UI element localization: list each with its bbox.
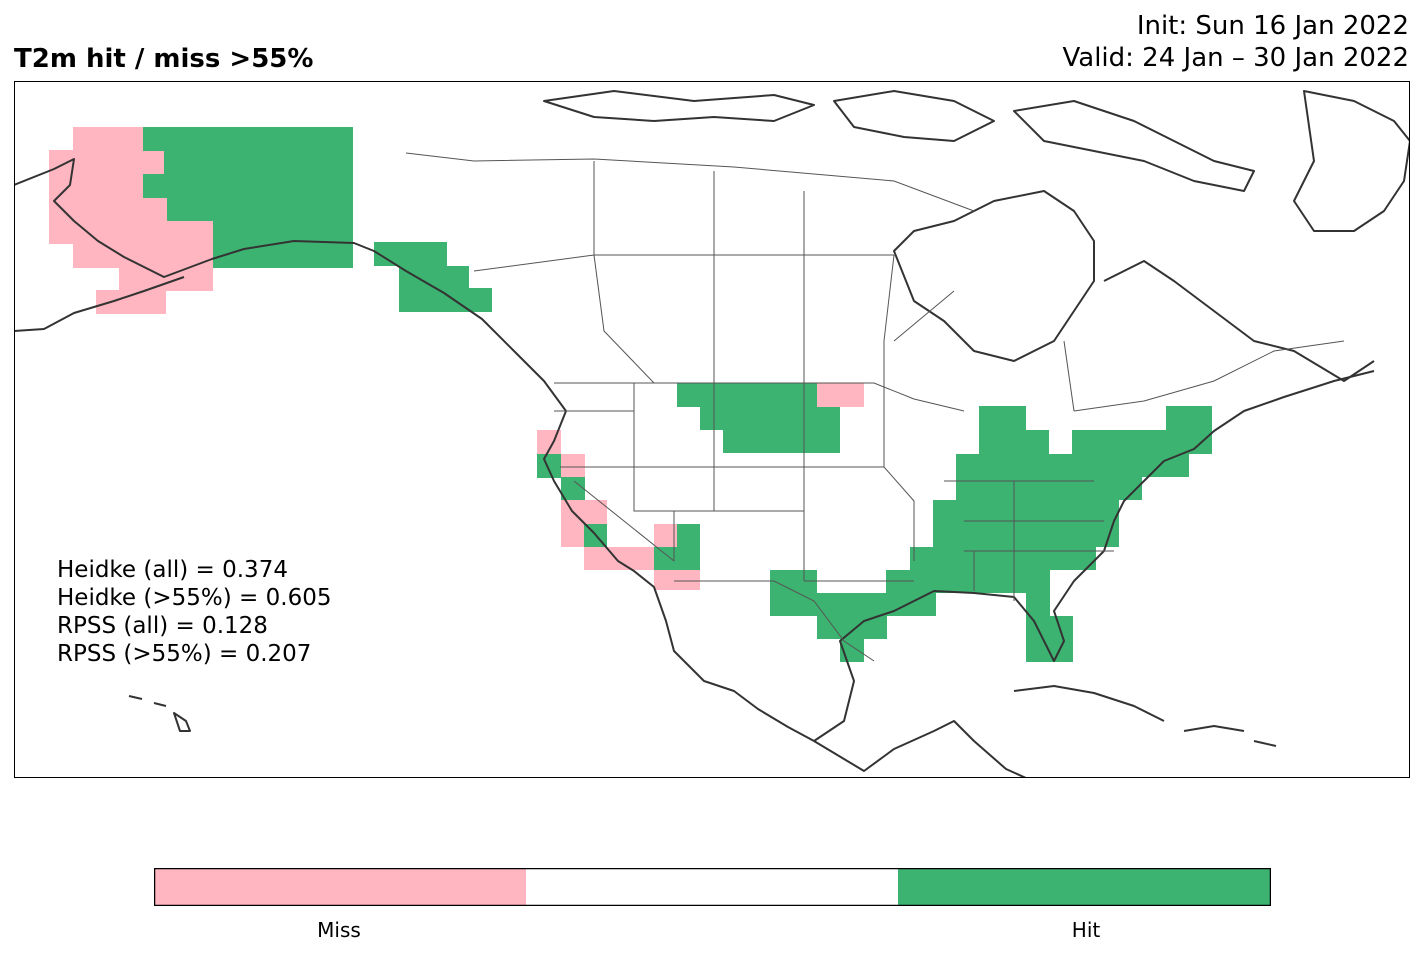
colorbar-hit	[898, 868, 1271, 906]
coastlines	[14, 90, 1410, 778]
hit-cell	[933, 570, 1050, 593]
chart-title: T2m hit / miss >55%	[14, 44, 314, 74]
hit-cell	[213, 244, 353, 268]
hit-cell	[933, 524, 1119, 547]
hit-cell	[677, 524, 700, 547]
hit-cell	[956, 454, 1189, 477]
hit-cell	[374, 242, 447, 266]
miss-cell	[49, 197, 167, 221]
hit-cell	[1026, 593, 1050, 616]
miss-cell	[73, 127, 143, 151]
hit-cell	[933, 500, 1119, 524]
hit-cell	[537, 454, 561, 478]
colorbar-hit-label: Hit	[1071, 918, 1101, 942]
miss-cell	[654, 524, 677, 547]
map-panel	[14, 90, 1410, 778]
hit-cell	[700, 407, 840, 430]
colorbar-neutral	[526, 868, 898, 906]
miss-cell	[584, 547, 654, 570]
borders	[405, 152, 1345, 662]
hit-cell	[1072, 430, 1212, 454]
miss-cell	[561, 524, 584, 547]
miss-cell	[96, 290, 166, 314]
hit-cell	[1026, 616, 1073, 662]
hit-cell	[167, 197, 353, 221]
miss-cell	[73, 244, 213, 268]
miss-cell	[654, 570, 700, 590]
hit-cell	[979, 406, 1026, 430]
colorbar-miss	[154, 868, 526, 906]
miss-cell	[49, 220, 213, 244]
verification-stats: Heidke (all) = 0.374 Heidke (>55%) = 0.6…	[57, 556, 331, 668]
heidke-all: Heidke (all) = 0.374	[57, 557, 288, 583]
hit-cell	[677, 383, 817, 407]
miss-cell	[49, 174, 144, 198]
colorbar-frame	[154, 868, 1271, 906]
hit-cell	[979, 430, 1049, 454]
hit-cell	[1166, 406, 1212, 430]
colorbar	[154, 868, 1271, 906]
hit-cell	[143, 174, 353, 198]
init-date: Init: Sun 16 Jan 2022	[1136, 11, 1409, 41]
hit-cell	[910, 547, 1096, 570]
hit-cell	[164, 150, 353, 174]
hit-cell	[817, 616, 887, 639]
hit-cell	[399, 266, 469, 290]
hit-cell	[770, 593, 936, 616]
miss-cell	[119, 267, 213, 291]
hit-cell	[956, 477, 1142, 500]
hit-cell	[654, 547, 700, 570]
rpss-all: RPSS (all) = 0.128	[57, 613, 268, 639]
date-info: Init: Sun 16 Jan 2022 Valid: 24 Jan – 30…	[1063, 10, 1410, 74]
hit-cell	[561, 477, 585, 500]
rpss-55: RPSS (>55%) = 0.207	[57, 641, 312, 667]
hit-cell	[143, 127, 353, 151]
hit-cell	[770, 570, 817, 593]
hit-cell	[399, 288, 492, 312]
valid-date: Valid: 24 Jan – 30 Jan 2022	[1062, 43, 1410, 73]
hit-cell	[213, 220, 353, 244]
forecast-cells	[49, 127, 1212, 662]
heidke-55: Heidke (>55%) = 0.605	[57, 585, 332, 611]
miss-cell	[817, 383, 864, 407]
hit-cell	[723, 430, 840, 453]
colorbar-miss-label: Miss	[317, 918, 361, 942]
miss-cell	[561, 454, 585, 478]
